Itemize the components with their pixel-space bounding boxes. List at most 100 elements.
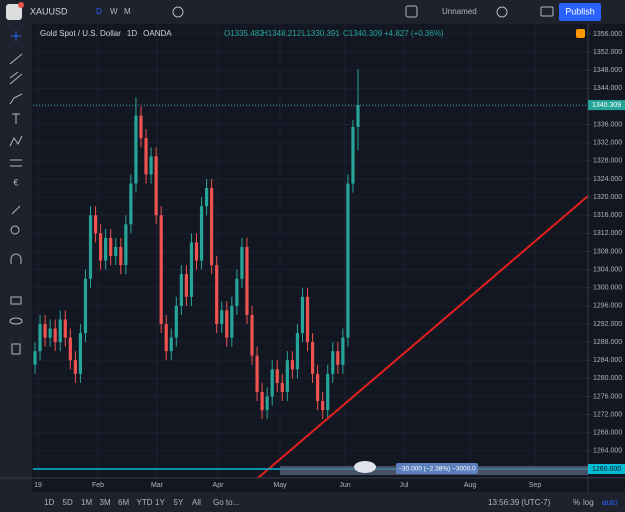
candle-body [316,373,320,402]
pattern-tool[interactable] [9,135,23,147]
range-button[interactable]: 1M [81,498,92,507]
range-button[interactable]: 1D [44,498,54,507]
x-tick-label: Jul [400,482,409,489]
zoom-tool[interactable] [10,225,20,235]
candle-body [169,337,173,352]
candle-body [285,360,289,392]
candle-body [78,333,83,374]
candle-body [250,314,254,356]
candle-body [204,188,209,207]
candle-body [260,391,264,411]
fib-tool[interactable] [9,71,23,85]
currency-icon[interactable]: € [13,177,18,187]
publish-button[interactable] [559,3,601,21]
lock-tool[interactable] [10,296,22,305]
auto-toggle[interactable]: auto [602,498,618,507]
candle-body [114,246,118,257]
y-tick-label: 1300.000 [593,285,622,292]
interval[interactable]: M [124,7,131,16]
range-button[interactable]: 3M [100,498,111,507]
x-tick-label: 19 [34,482,42,489]
line-tool[interactable] [9,53,23,65]
candle-body [275,369,279,383]
range-button[interactable]: 5Y [174,498,184,507]
avatar[interactable] [6,4,22,20]
range-button[interactable]: 6M [118,498,129,507]
x-tick-label: Feb [92,482,104,489]
candle-body [346,183,350,338]
candle-body [58,319,62,343]
candle-body [134,115,138,184]
add-icon[interactable] [172,6,184,18]
y-tick-label: 1324.000 [593,176,622,183]
legend-low: L1330.391 [302,29,340,38]
candle-body [129,183,133,225]
log-toggle[interactable]: log [583,498,594,507]
candles [33,69,360,420]
y-tick-label: 1292.000 [593,321,622,328]
eye-tool[interactable] [9,317,23,325]
candle-body [270,369,274,397]
candle-body [63,319,67,338]
last-price-tag [588,100,625,111]
candle-body [290,360,294,370]
last-price-label: 1340.309 [592,102,621,109]
magnet-tool[interactable] [10,253,22,264]
bottom-bar [0,492,625,512]
y-tick-label: 1316.000 [593,212,622,219]
candle-body [109,237,113,257]
forecast-tool[interactable] [10,159,22,167]
legend-name: Gold Spot / U.S. Dollar [40,29,121,38]
x-tick-label: Aug [464,482,477,489]
settings-icon[interactable] [496,6,508,18]
y-tick-label: 1276.000 [593,393,622,400]
candle-body [33,351,37,365]
trash-tool[interactable] [11,343,21,355]
candle-body [295,333,300,370]
cross-tool[interactable] [11,31,21,41]
range-button[interactable]: 5D [63,498,73,507]
candle-body [215,265,219,324]
layout-icon[interactable] [405,5,418,18]
legend-high: H1348.212 [262,29,302,38]
candle-body [336,351,340,365]
percent-toggle[interactable]: % [573,498,580,507]
badge [18,2,24,8]
range-button[interactable]: YTD [137,498,153,507]
candle-body [88,215,93,279]
symbol[interactable]: XAUUSD [30,6,68,16]
brush-tool[interactable] [9,93,23,105]
legend-source: OANDA [143,29,172,38]
y-tick-label: 1304.000 [593,266,622,273]
y-tick-label: 1288.000 [593,339,622,346]
layout-name[interactable]: Unnamed [442,7,477,16]
candle-body [265,396,269,411]
range-button[interactable]: 1Y [155,498,165,507]
camera-icon[interactable] [540,6,554,17]
candle-body [331,351,335,374]
candle-body [230,305,234,338]
candle-body [189,242,194,297]
interval[interactable]: W [110,7,118,16]
range-buttons: 1D 5D 1M 3M 6M YTD 1Y 5Y All [44,498,201,507]
trend-line[interactable] [257,195,589,479]
candle-body [104,237,108,261]
alert-icon[interactable] [576,29,585,38]
ruler-tool[interactable] [11,205,21,215]
candle-body [154,156,158,216]
range-button[interactable]: All [192,498,201,507]
event-marker[interactable] [354,461,376,473]
x-tick-label: Mar [151,482,164,489]
y-tick-label: 1312.000 [593,230,622,237]
x-tick-label: Jun [339,482,350,489]
interval[interactable]: D [96,7,102,16]
candle-body [164,324,168,352]
goto[interactable]: Go to... [213,498,239,507]
candle-body [240,246,244,279]
text-tool[interactable] [12,113,20,124]
y-tick-label: 1320.000 [593,194,622,201]
candle-body [326,373,330,411]
candle-body [83,278,88,334]
publish-label[interactable]: Publish [565,6,595,16]
y-tick-label: 1348.000 [593,67,622,74]
